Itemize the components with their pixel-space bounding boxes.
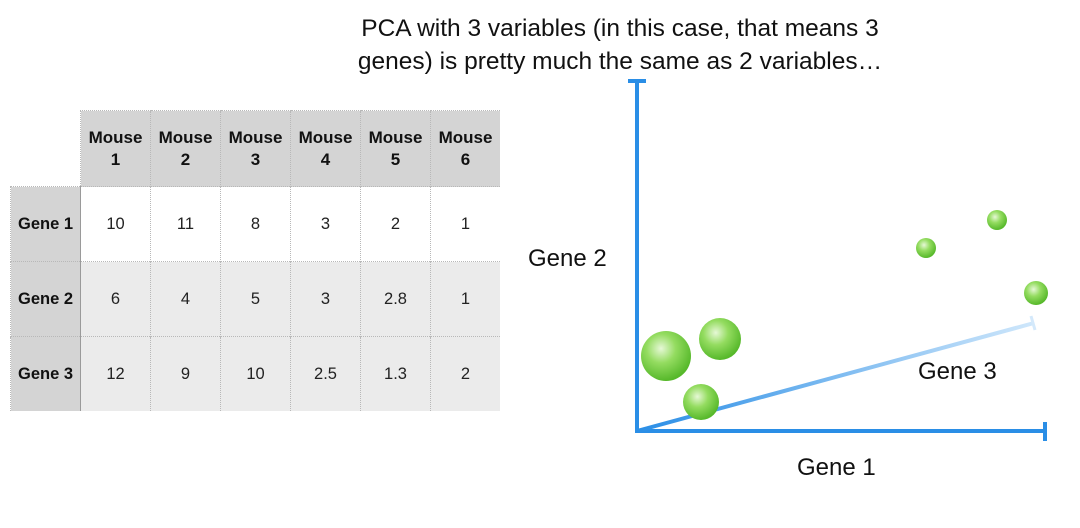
x-axis-label: Gene 1 — [797, 454, 876, 481]
z-axis-label: Gene 3 — [918, 358, 997, 385]
table-cell: 5 — [220, 261, 291, 337]
y-axis — [628, 79, 646, 432]
column-header-mouse-3: Mouse 3 — [220, 110, 291, 187]
gene-mouse-table: Mouse 1 Mouse 2 Mouse 3 Mouse 4 Mouse 5 Mouse… — [10, 110, 500, 411]
data-point — [916, 238, 936, 258]
column-header-mouse-5: Mouse 5 — [360, 110, 431, 187]
x-axis — [635, 422, 1047, 441]
y-axis-label: Gene 2 — [528, 245, 607, 272]
table-cell: 1 — [430, 186, 500, 262]
table-row-gene-2: Gene 2 6 4 5 3 2.8 1 — [10, 261, 500, 337]
table-cell: 9 — [150, 336, 221, 411]
table-header-row: Mouse 1 Mouse 2 Mouse 3 Mouse 4 Mouse 5 Mouse… — [10, 110, 500, 187]
table-cell: 10 — [220, 336, 291, 411]
table-cell: 3 — [290, 261, 361, 337]
data-point — [1024, 281, 1048, 305]
data-point — [987, 210, 1007, 230]
table-cell: 3 — [290, 186, 361, 262]
data-points — [641, 210, 1048, 420]
table-cell: 6 — [80, 261, 151, 337]
column-header-mouse-6: Mouse 6 — [430, 110, 500, 187]
table-cell: 11 — [150, 186, 221, 262]
column-header-mouse-2: Mouse 2 — [150, 110, 221, 187]
table-cell: 10 — [80, 186, 151, 262]
table-cell: 1 — [430, 261, 500, 337]
title-line-2: genes) is pretty much the same as 2 vari… — [357, 48, 883, 75]
table-corner-cell — [10, 110, 81, 187]
data-point — [683, 384, 719, 420]
data-point — [641, 331, 691, 381]
row-header-gene-2: Gene 2 — [10, 261, 81, 337]
table-cell: 2.8 — [360, 261, 431, 337]
column-header-mouse-1: Mouse 1 — [80, 110, 151, 187]
table-cell: 2.5 — [290, 336, 361, 411]
slide-title: PCA with 3 variables (in this case, that… — [300, 12, 940, 78]
column-header-mouse-4: Mouse 4 — [290, 110, 361, 187]
table-cell: 8 — [220, 186, 291, 262]
table-cell: 2 — [430, 336, 500, 411]
table-cell: 2 — [360, 186, 431, 262]
row-header-gene-1: Gene 1 — [10, 186, 81, 262]
table-cell: 1.3 — [360, 336, 431, 411]
title-line-1: PCA with 3 variables (in this case, that… — [361, 15, 879, 42]
table-row-gene-3: Gene 3 12 9 10 2.5 1.3 2 — [10, 336, 500, 411]
data-point — [699, 318, 741, 360]
table-cell: 12 — [80, 336, 151, 411]
table-cell: 4 — [150, 261, 221, 337]
row-header-gene-3: Gene 3 — [10, 336, 81, 411]
table-row-gene-1: Gene 1 10 11 8 3 2 1 — [10, 186, 500, 262]
